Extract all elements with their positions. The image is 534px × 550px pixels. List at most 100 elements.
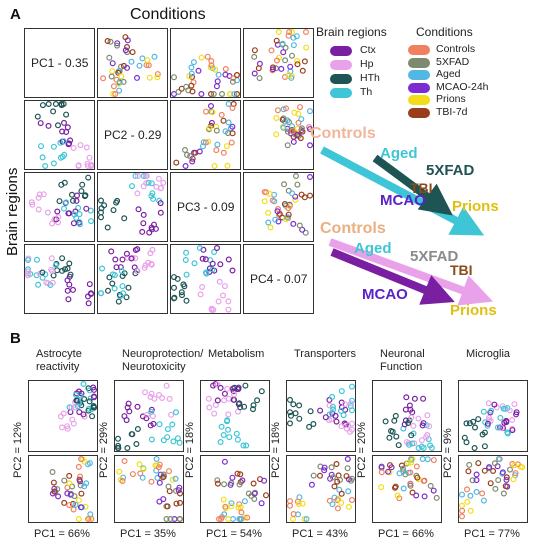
scatter-point <box>386 434 393 441</box>
legend-label: HTh <box>360 72 380 84</box>
scatter-point <box>142 262 149 269</box>
scatter-point <box>119 478 126 485</box>
legend-swatch <box>408 70 430 80</box>
pc2-variance-label: PC2 = 12% <box>12 422 24 478</box>
scatter-point <box>60 205 67 212</box>
scatter-point <box>112 90 119 97</box>
scatter-point <box>306 142 313 149</box>
scatter-point <box>287 420 293 427</box>
category-title: Transporters <box>294 348 356 360</box>
scatter-point <box>156 421 163 428</box>
category-title: Astrocyte reactivity <box>36 348 82 373</box>
scatter-point <box>424 431 431 438</box>
scatter-point <box>228 503 235 510</box>
scatter-point <box>214 477 221 484</box>
scatter-point <box>145 62 152 69</box>
scatter-point <box>289 515 296 522</box>
scatter-point <box>473 477 480 484</box>
scatter-point <box>329 474 336 481</box>
scatter-point <box>144 411 151 418</box>
scatter-point <box>408 414 415 421</box>
scatter-point <box>236 481 243 488</box>
category-title: Microglia <box>466 348 511 360</box>
category-scatter-conditions-points <box>378 456 440 502</box>
scatter-point <box>51 488 58 495</box>
scatter-point <box>165 468 172 475</box>
scatter-point <box>99 265 106 272</box>
scatter-point <box>50 108 57 115</box>
scatter-point <box>378 463 385 470</box>
scatter-point <box>90 403 97 410</box>
scatter-cell-conditions <box>170 28 241 98</box>
scatter-point <box>234 436 241 443</box>
scatter-point <box>229 385 236 392</box>
legend-swatch <box>408 107 430 118</box>
scatter-point <box>301 58 308 65</box>
scatter-point <box>255 65 262 72</box>
legend-label: TBI-7d <box>436 105 468 118</box>
scatter-point <box>473 488 480 495</box>
scatter-point <box>317 472 324 479</box>
scatter-point <box>274 107 281 114</box>
scatter-point <box>485 400 492 407</box>
scatter-point <box>82 192 89 199</box>
scatter-cell-conditions <box>243 172 314 242</box>
scatter-point <box>240 442 247 449</box>
pc-diagonal-cell: PC3 - 0.09 <box>170 172 241 242</box>
scatter-point <box>212 66 219 73</box>
scatter-point <box>115 69 122 76</box>
scatter-point <box>415 444 422 451</box>
scatter-point <box>171 284 177 291</box>
scatter-point <box>78 188 85 195</box>
scatter-point <box>128 255 135 262</box>
scatter-point <box>25 266 31 273</box>
scatter-point <box>57 413 64 420</box>
scatter-point <box>160 179 167 186</box>
scatter-point <box>154 71 161 78</box>
scatter-point <box>241 403 248 410</box>
scatter-point <box>37 120 44 127</box>
scatter-point <box>208 119 215 126</box>
scatter-point <box>499 469 506 476</box>
scatter-point <box>331 483 338 490</box>
scatter-cell-conditions-points <box>261 173 313 236</box>
scatter-point <box>347 400 354 407</box>
scatter-point <box>282 105 289 112</box>
scatter-point <box>306 126 313 133</box>
scatter-point <box>225 306 232 313</box>
scatter-point <box>411 395 418 402</box>
category-scatter-conditions <box>286 455 356 523</box>
scatter-point <box>400 465 407 472</box>
scatter-point <box>189 88 196 95</box>
scatter-point <box>153 456 160 462</box>
scatter-point <box>172 487 179 494</box>
pc1-variance-label: PC1 = 54% <box>206 528 262 540</box>
panel-a-letter: A <box>10 6 21 23</box>
scatter-point <box>344 456 351 462</box>
category-scatter-conditions <box>28 455 98 523</box>
scatter-point <box>393 433 400 440</box>
scatter-point <box>214 381 221 388</box>
scatter-point <box>143 173 150 179</box>
category-scatter-regions-points <box>115 382 183 451</box>
scatter-point <box>486 464 493 471</box>
scatter-point <box>121 457 128 465</box>
legend-swatch <box>408 82 430 93</box>
scatter-point <box>506 407 513 414</box>
scatter-point <box>281 181 288 188</box>
category-scatter-regions <box>372 380 442 452</box>
scatter-point <box>28 199 35 206</box>
scatter-point <box>163 515 170 522</box>
scatter-point <box>230 515 237 522</box>
arrow-label-aged-2: Aged <box>354 240 392 257</box>
scatter-point <box>273 37 280 44</box>
scatter-point <box>73 214 80 221</box>
scatter-point <box>178 289 185 296</box>
scatter-point <box>222 65 229 72</box>
scatter-point <box>506 466 513 473</box>
scatter-point <box>202 108 209 115</box>
scatter-point <box>40 191 47 198</box>
scatter-point <box>25 257 31 263</box>
scatter-point <box>415 415 422 422</box>
scatter-point <box>230 75 237 82</box>
